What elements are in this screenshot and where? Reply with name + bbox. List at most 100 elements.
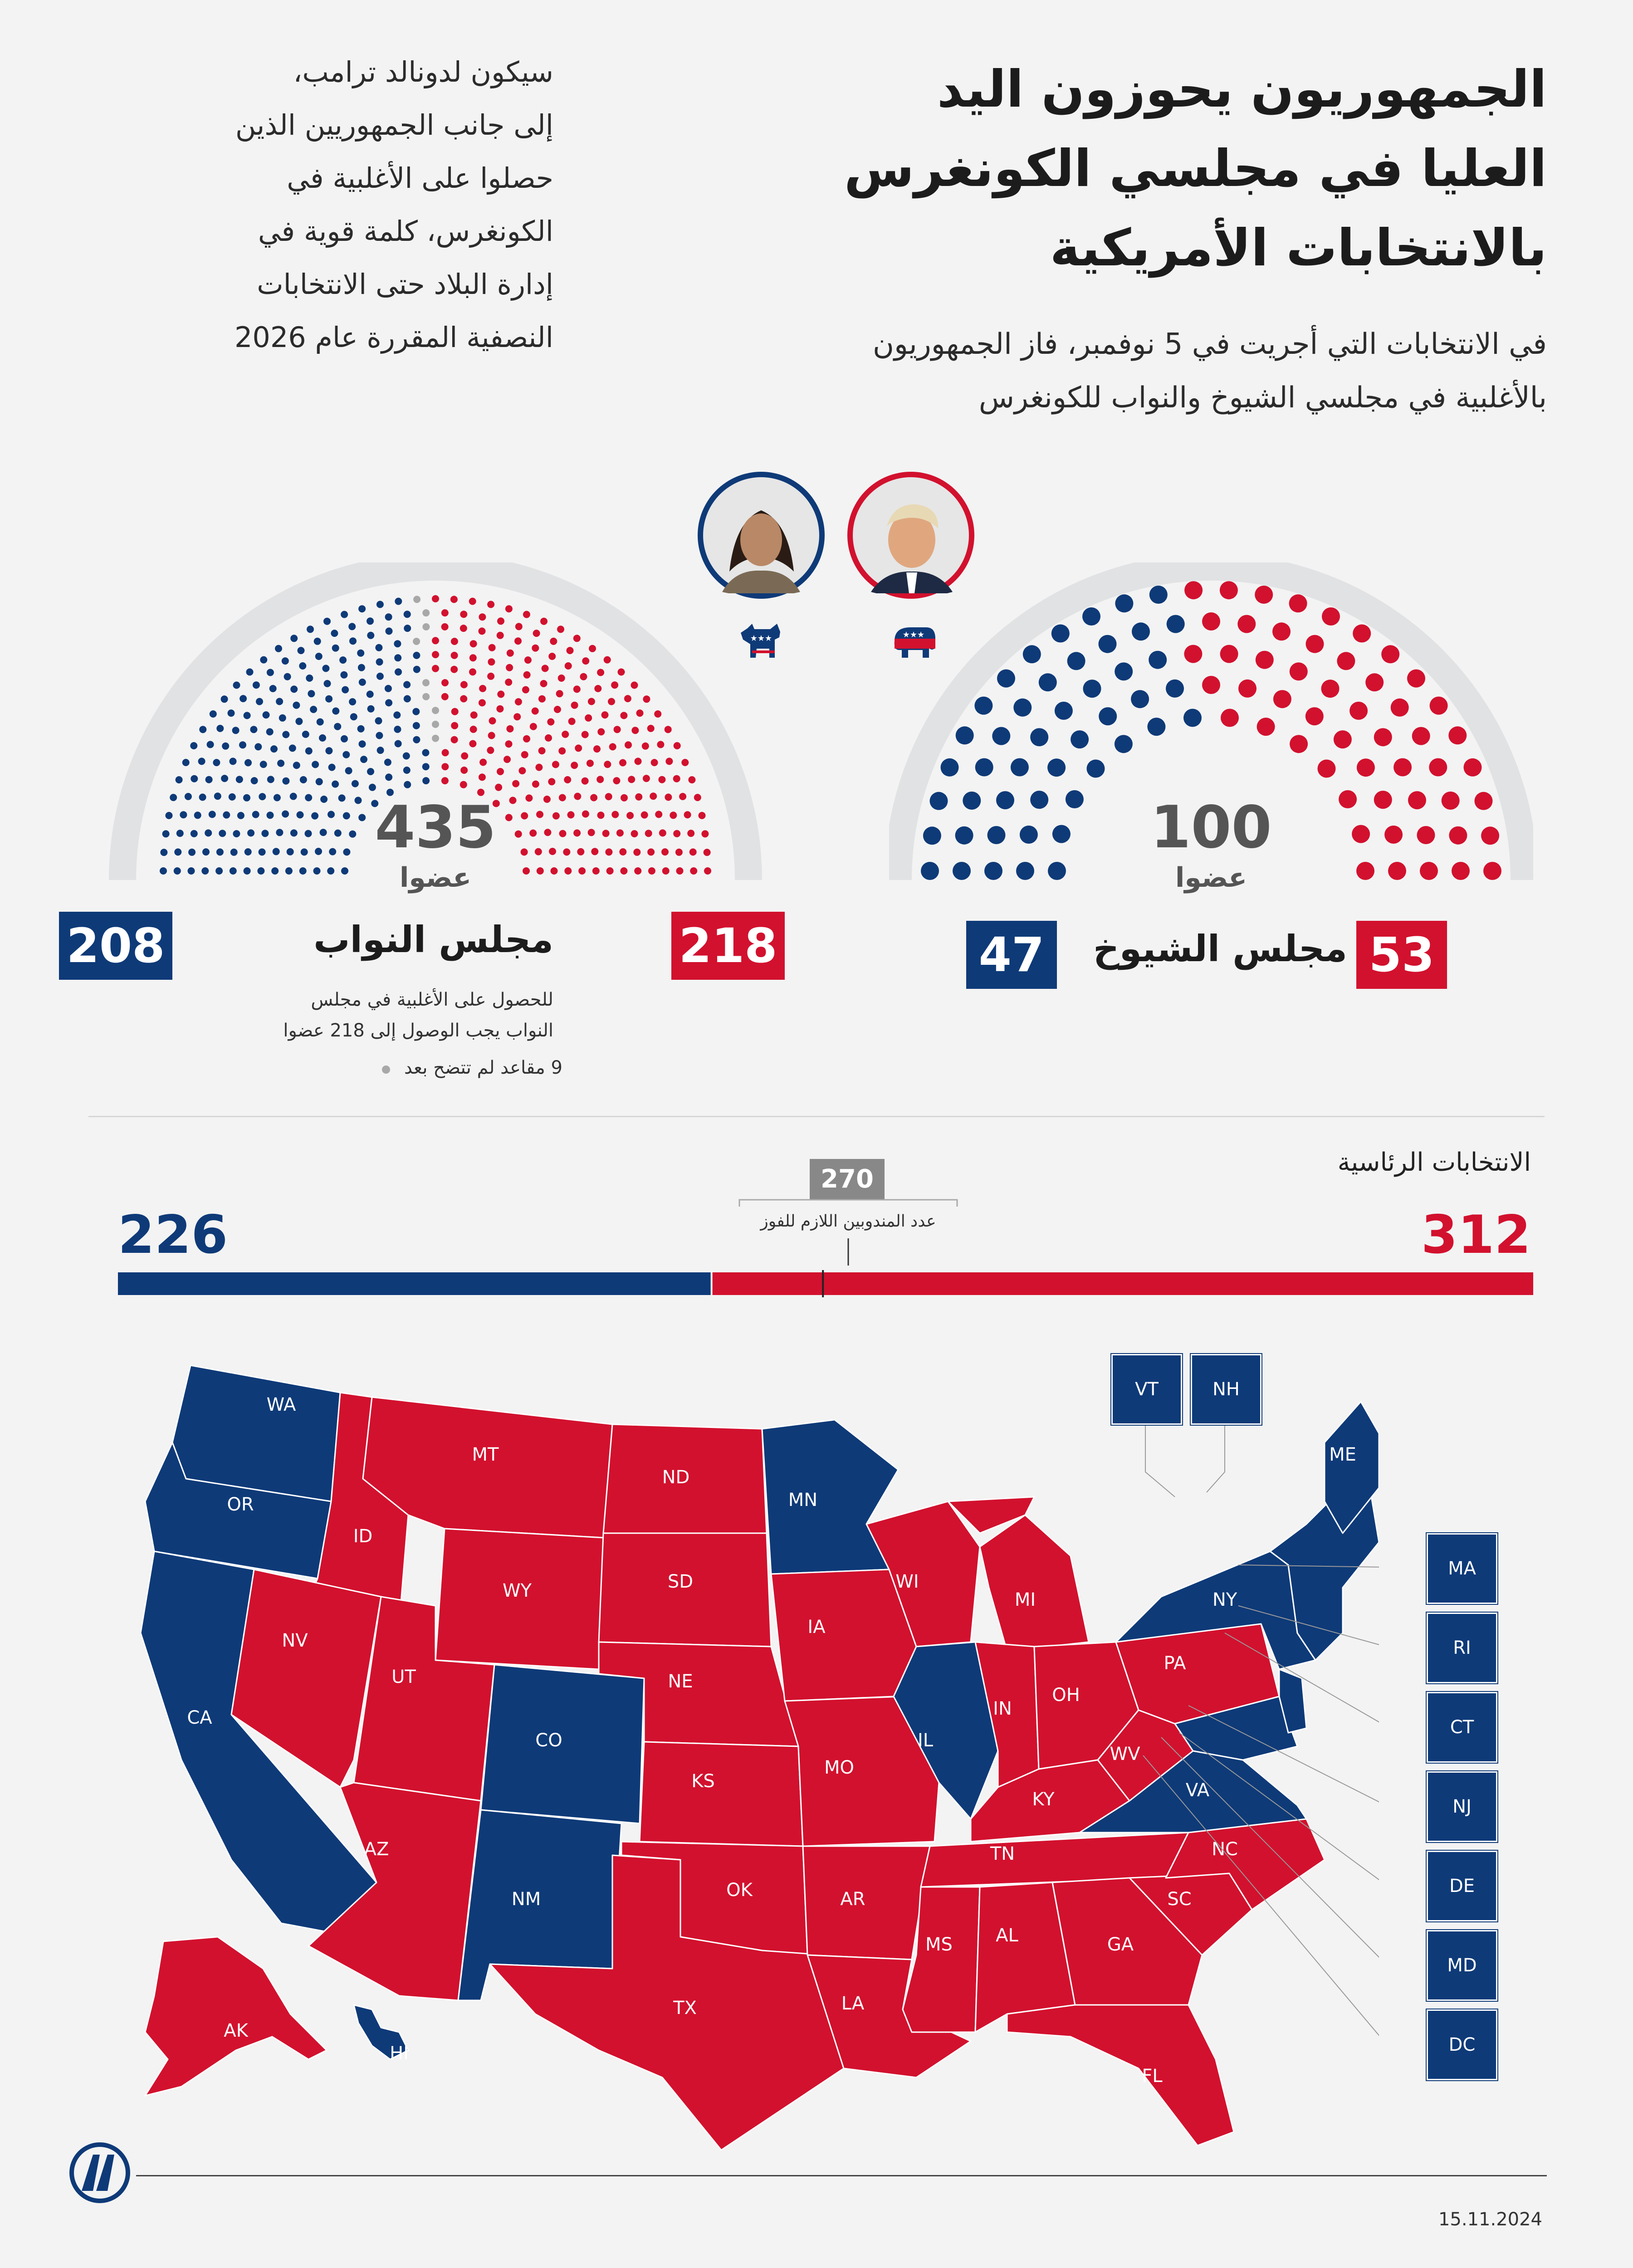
senate-seat-republican — [1257, 718, 1275, 736]
house-seat-democrat — [235, 776, 243, 783]
house-seat-republican — [432, 595, 439, 602]
house-seat-republican — [558, 747, 566, 755]
house-seat-democrat — [306, 675, 313, 682]
senate-seat-democrat — [1082, 607, 1100, 626]
house-seat-democrat — [315, 848, 322, 855]
senate-seat-republican — [1393, 758, 1412, 777]
house-seat-democrat — [331, 630, 338, 637]
house-seat-republican — [657, 741, 665, 748]
house-seat-democrat — [170, 794, 177, 802]
house-seat-republican — [514, 830, 522, 838]
house-seat-republican — [645, 830, 652, 837]
house-seat-democrat — [198, 758, 205, 765]
house-seat-democrat — [384, 684, 392, 692]
house-seat-democrat — [385, 699, 393, 707]
house-seat-democrat — [286, 848, 294, 855]
house-seat-democrat — [243, 867, 251, 875]
house-seat-democrat — [403, 695, 411, 703]
house-seat-republican — [514, 698, 522, 706]
state-LA — [807, 1954, 972, 2078]
senate-seat-republican — [1305, 635, 1324, 653]
map-label-oh: OH — [1052, 1685, 1080, 1706]
house-seat-republican — [580, 673, 587, 680]
senate-seat-republican — [1322, 607, 1340, 626]
house-seat-republican — [566, 647, 574, 655]
map-label-hi: HI — [390, 2043, 409, 2064]
house-seat-democrat — [246, 668, 254, 676]
house-seat-republican — [606, 867, 614, 875]
senate-seat-republican — [1388, 862, 1406, 880]
map-label-id: ID — [353, 1526, 373, 1547]
house-seat-democrat — [385, 773, 393, 781]
house-seat-democrat — [357, 664, 365, 671]
state-box-ct: CT — [1427, 1692, 1497, 1763]
senate-seat-republican — [1463, 758, 1482, 777]
house-seat-republican — [523, 867, 530, 875]
house-seat-democrat — [323, 680, 331, 687]
senate-seat-republican — [1356, 758, 1375, 777]
house-seat-republican — [506, 725, 514, 733]
senate-seat-democrat — [953, 862, 971, 880]
house-seat-republican — [523, 671, 531, 679]
house-seat-republican — [451, 708, 459, 715]
house-seat-democrat — [190, 830, 198, 837]
house-seat-democrat — [208, 811, 216, 818]
house-seat-democrat — [384, 758, 391, 766]
map-state-labels: WA OR CA ID NV MT WY UT AZ CO NM ND SD NE KS OK TX MN IA MO… — [187, 1394, 1356, 2087]
senate-seat-republican — [1365, 673, 1384, 692]
house-seat-republican — [573, 829, 581, 837]
house-seat-democrat — [403, 681, 411, 689]
house-seat-democrat — [256, 698, 263, 705]
house-seat-democrat — [367, 617, 374, 625]
house-seat-republican — [597, 728, 605, 736]
senate-seat-republican — [1353, 624, 1371, 643]
state-GA — [1051, 1877, 1203, 2006]
house-seat-democrat — [360, 756, 367, 763]
house-seat-democrat — [228, 793, 236, 801]
house-seat-democrat — [341, 735, 348, 743]
house-seat-republican — [470, 711, 478, 719]
house-seat-republican — [469, 597, 476, 605]
state-NJ — [1278, 1668, 1307, 1734]
house-seat-democrat — [332, 707, 340, 715]
map-label-or: OR — [227, 1494, 254, 1515]
house-seat-democrat — [305, 747, 313, 755]
house-seat-republican — [587, 698, 595, 705]
house-seat-republican — [540, 680, 548, 687]
house-seat-republican — [487, 747, 494, 754]
house-seat-democrat — [299, 662, 307, 670]
house-seat-democrat — [394, 725, 401, 733]
house-seat-republican — [450, 638, 458, 645]
house-seat-democrat — [367, 705, 375, 713]
state-box-ma: MA — [1427, 1533, 1497, 1604]
house-seat-republican — [478, 699, 486, 707]
house-seat-democrat — [188, 848, 196, 856]
house-seat-republican — [513, 713, 521, 721]
candidates-panel: ★★★ ★★★ — [698, 472, 974, 658]
house-seat-democrat — [412, 722, 420, 729]
senate-seat-republican — [1374, 791, 1392, 809]
house-seat-republican — [616, 829, 624, 837]
map-label-ny: NY — [1213, 1589, 1237, 1610]
leader-line-ri — [1238, 1605, 1379, 1645]
map-label-mo: MO — [824, 1757, 854, 1778]
house-seat-republican — [571, 762, 578, 769]
house-seat-democrat — [184, 793, 192, 800]
house-seat-republican — [679, 793, 687, 800]
house-seat-democrat — [376, 658, 383, 666]
democrat-electoral-votes: 226 — [118, 1204, 228, 1266]
senate-seat-democrat — [1067, 652, 1085, 670]
map-label-mi: MI — [1015, 1589, 1036, 1610]
senate-democrat-count: 47 — [966, 921, 1057, 989]
map-label-in: IN — [993, 1698, 1012, 1719]
state-AK — [144, 1936, 328, 2097]
senate-seat-republican — [1184, 645, 1203, 663]
house-seat-democrat — [302, 730, 309, 738]
house-seat-democrat — [190, 742, 198, 749]
headline-line-2: العليا في مجلسي الكونغرس — [844, 139, 1547, 198]
house-seat-republican — [479, 758, 487, 766]
house-seat-republican — [564, 776, 572, 783]
house-seat-republican — [521, 751, 528, 758]
senate-seat-republican — [1429, 758, 1447, 777]
house-seat-democrat — [277, 759, 285, 767]
